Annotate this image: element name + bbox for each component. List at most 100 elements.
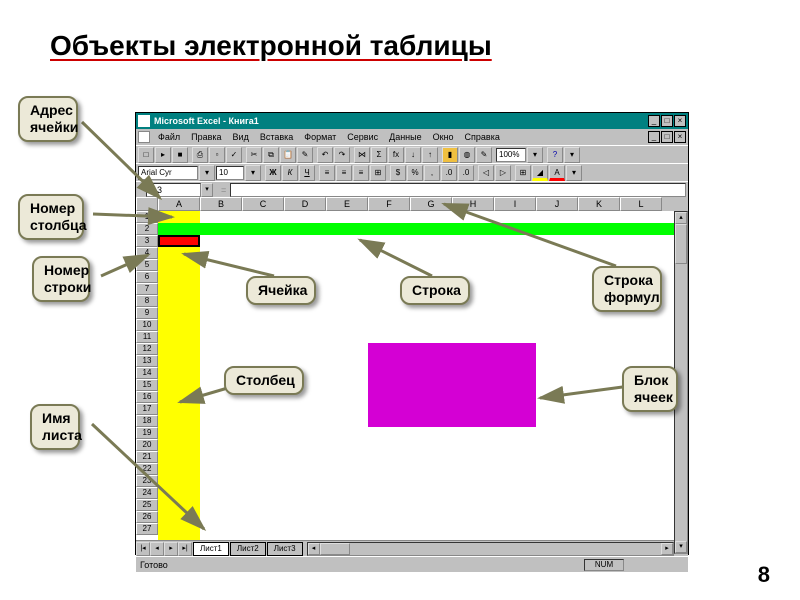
scroll-thumb[interactable]: [675, 224, 687, 264]
font-select[interactable]: Arial Cyr: [138, 166, 198, 180]
italic-icon[interactable]: К: [282, 165, 298, 181]
row-header[interactable]: 12: [136, 343, 158, 355]
more-icon[interactable]: ▾: [564, 147, 580, 163]
fill-color-icon[interactable]: ◢: [532, 165, 548, 181]
save-icon[interactable]: ■: [172, 147, 188, 163]
scroll-down-icon[interactable]: ▾: [675, 541, 687, 553]
col-header[interactable]: F: [368, 197, 410, 211]
paste-icon[interactable]: 📋: [280, 147, 296, 163]
menu-edit[interactable]: Правка: [186, 132, 226, 142]
size-dd-icon[interactable]: ▾: [245, 165, 261, 181]
borders-icon[interactable]: ⊞: [515, 165, 531, 181]
select-all-corner[interactable]: [136, 197, 158, 211]
sum-icon[interactable]: Σ: [371, 147, 387, 163]
row-header[interactable]: 16: [136, 391, 158, 403]
name-box[interactable]: A3: [146, 183, 201, 197]
font-color-icon[interactable]: A: [549, 165, 565, 181]
row-header[interactable]: 6: [136, 271, 158, 283]
sheet-tab[interactable]: Лист1: [193, 542, 229, 556]
format-painter-icon[interactable]: ✎: [297, 147, 313, 163]
row-header[interactable]: 19: [136, 427, 158, 439]
align-right-icon[interactable]: ≡: [353, 165, 369, 181]
sheet-tab[interactable]: Лист3: [267, 542, 303, 556]
tab-prev-icon[interactable]: ◂: [150, 542, 164, 556]
bold-icon[interactable]: Ж: [265, 165, 281, 181]
new-icon[interactable]: □: [138, 147, 154, 163]
menu-help[interactable]: Справка: [460, 132, 505, 142]
print-icon[interactable]: ⎙: [192, 147, 208, 163]
row-header[interactable]: 18: [136, 415, 158, 427]
dec-decimal-icon[interactable]: .0: [458, 165, 474, 181]
row-header[interactable]: 7: [136, 283, 158, 295]
doc-minimize-button[interactable]: _: [648, 131, 660, 143]
row-header[interactable]: 26: [136, 511, 158, 523]
merge-icon[interactable]: ⊞: [370, 165, 386, 181]
col-header[interactable]: A: [158, 197, 200, 211]
row-header[interactable]: 5: [136, 259, 158, 271]
tab-last-icon[interactable]: ▸|: [178, 542, 192, 556]
doc-close-button[interactable]: ×: [674, 131, 686, 143]
row-header[interactable]: 17: [136, 403, 158, 415]
row-header[interactable]: 1: [136, 211, 158, 223]
spell-icon[interactable]: ✓: [226, 147, 242, 163]
close-button[interactable]: ×: [674, 115, 686, 127]
help-icon[interactable]: ?: [547, 147, 563, 163]
link-icon[interactable]: ⋈: [354, 147, 370, 163]
col-header[interactable]: G: [410, 197, 452, 211]
row-header[interactable]: 22: [136, 463, 158, 475]
align-center-icon[interactable]: ≡: [336, 165, 352, 181]
menu-insert[interactable]: Вставка: [255, 132, 298, 142]
formula-bar[interactable]: [230, 183, 686, 197]
row-header[interactable]: 13: [136, 355, 158, 367]
tab-next-icon[interactable]: ▸: [164, 542, 178, 556]
row-header[interactable]: 9: [136, 307, 158, 319]
namebox-dd-icon[interactable]: ▾: [201, 183, 213, 197]
col-header[interactable]: B: [200, 197, 242, 211]
currency-icon[interactable]: $: [390, 165, 406, 181]
horizontal-scrollbar[interactable]: ◂ ▸: [307, 542, 674, 556]
copy-icon[interactable]: ⧉: [263, 147, 279, 163]
chart-icon[interactable]: ▮: [442, 147, 458, 163]
menu-view[interactable]: Вид: [228, 132, 254, 142]
fx-icon[interactable]: fx: [388, 147, 404, 163]
sort-asc-icon[interactable]: ↓: [405, 147, 421, 163]
col-header[interactable]: K: [578, 197, 620, 211]
percent-icon[interactable]: %: [407, 165, 423, 181]
doc-maximize-button[interactable]: □: [661, 131, 673, 143]
col-header[interactable]: D: [284, 197, 326, 211]
menu-window[interactable]: Окно: [428, 132, 459, 142]
row-header[interactable]: 11: [136, 331, 158, 343]
redo-icon[interactable]: ↷: [334, 147, 350, 163]
row-header[interactable]: 8: [136, 295, 158, 307]
inc-indent-icon[interactable]: ▷: [495, 165, 511, 181]
menu-data[interactable]: Данные: [384, 132, 427, 142]
inc-decimal-icon[interactable]: .0: [441, 165, 457, 181]
col-header[interactable]: C: [242, 197, 284, 211]
menu-file[interactable]: Файл: [153, 132, 185, 142]
menu-format[interactable]: Формат: [299, 132, 341, 142]
scroll-right-icon[interactable]: ▸: [661, 543, 673, 555]
sort-desc-icon[interactable]: ↑: [422, 147, 438, 163]
underline-icon[interactable]: Ч: [299, 165, 315, 181]
font-dd-icon[interactable]: ▾: [199, 165, 215, 181]
size-select[interactable]: 10: [216, 166, 244, 180]
preview-icon[interactable]: ▫: [209, 147, 225, 163]
row-header[interactable]: 2: [136, 223, 158, 235]
scroll-left-icon[interactable]: ◂: [308, 543, 320, 555]
minimize-button[interactable]: _: [648, 115, 660, 127]
scroll-up-icon[interactable]: ▴: [675, 212, 687, 224]
drawing-icon[interactable]: ✎: [476, 147, 492, 163]
zoom-select[interactable]: 100%: [496, 148, 526, 162]
more2-icon[interactable]: ▾: [566, 165, 582, 181]
map-icon[interactable]: ◍: [459, 147, 475, 163]
row-header[interactable]: 15: [136, 379, 158, 391]
col-header[interactable]: L: [620, 197, 662, 211]
sheet-tab[interactable]: Лист2: [230, 542, 266, 556]
tab-first-icon[interactable]: |◂: [136, 542, 150, 556]
comma-icon[interactable]: ,: [424, 165, 440, 181]
col-header[interactable]: E: [326, 197, 368, 211]
row-header[interactable]: 20: [136, 439, 158, 451]
undo-icon[interactable]: ↶: [317, 147, 333, 163]
col-header[interactable]: I: [494, 197, 536, 211]
row-header[interactable]: 23: [136, 475, 158, 487]
